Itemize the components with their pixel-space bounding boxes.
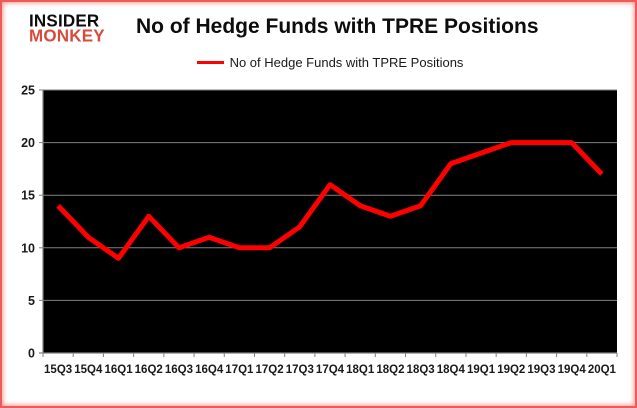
y-axis-label: 0 — [28, 347, 35, 361]
x-axis-label: 15Q3 — [44, 364, 72, 376]
y-axis-label: 20 — [21, 136, 35, 150]
x-axis-label: 19Q2 — [497, 364, 525, 376]
x-axis-label: 17Q4 — [316, 364, 345, 376]
logo-line-monkey: MONKEY — [29, 25, 105, 46]
y-axis-label: 10 — [21, 241, 35, 255]
logo-line-insider: INSIDER — [29, 10, 100, 31]
plot-area — [43, 90, 617, 353]
legend-label: No of Hedge Funds with TPRE Positions — [229, 55, 464, 70]
series-line — [56, 140, 604, 261]
x-axis-label: 18Q3 — [407, 364, 435, 376]
x-axis-label: 19Q3 — [527, 364, 555, 376]
x-axis-label: 16Q3 — [165, 364, 193, 376]
y-axis-label: 15 — [21, 189, 35, 203]
x-axis-label: 17Q1 — [225, 364, 254, 376]
x-axis-label: 17Q2 — [256, 364, 284, 376]
legend-line-swatch — [196, 61, 224, 64]
legend: No of Hedge Funds with TPRE Positions — [43, 55, 617, 70]
x-axis-label: 19Q1 — [467, 364, 496, 376]
x-axis-label: 16Q2 — [135, 364, 163, 376]
x-axis-label: 19Q4 — [558, 364, 587, 376]
y-axis-label: 5 — [28, 294, 35, 308]
x-axis-label: 18Q2 — [376, 364, 404, 376]
x-axis-label: 20Q1 — [588, 364, 617, 376]
chart-title: No of Hedge Funds with TPRE Positions — [136, 15, 539, 38]
x-axis-label: 18Q1 — [346, 364, 375, 376]
insider-monkey-logo: INSIDER MONKEY — [29, 10, 105, 46]
x-axis-label: 17Q3 — [286, 364, 314, 376]
x-axis-label: 16Q4 — [195, 364, 224, 376]
x-axis-label: 15Q4 — [74, 364, 103, 376]
x-axis-label: 18Q4 — [437, 364, 466, 376]
x-axis-label: 16Q1 — [104, 364, 133, 376]
y-axis-label: 25 — [21, 84, 35, 98]
